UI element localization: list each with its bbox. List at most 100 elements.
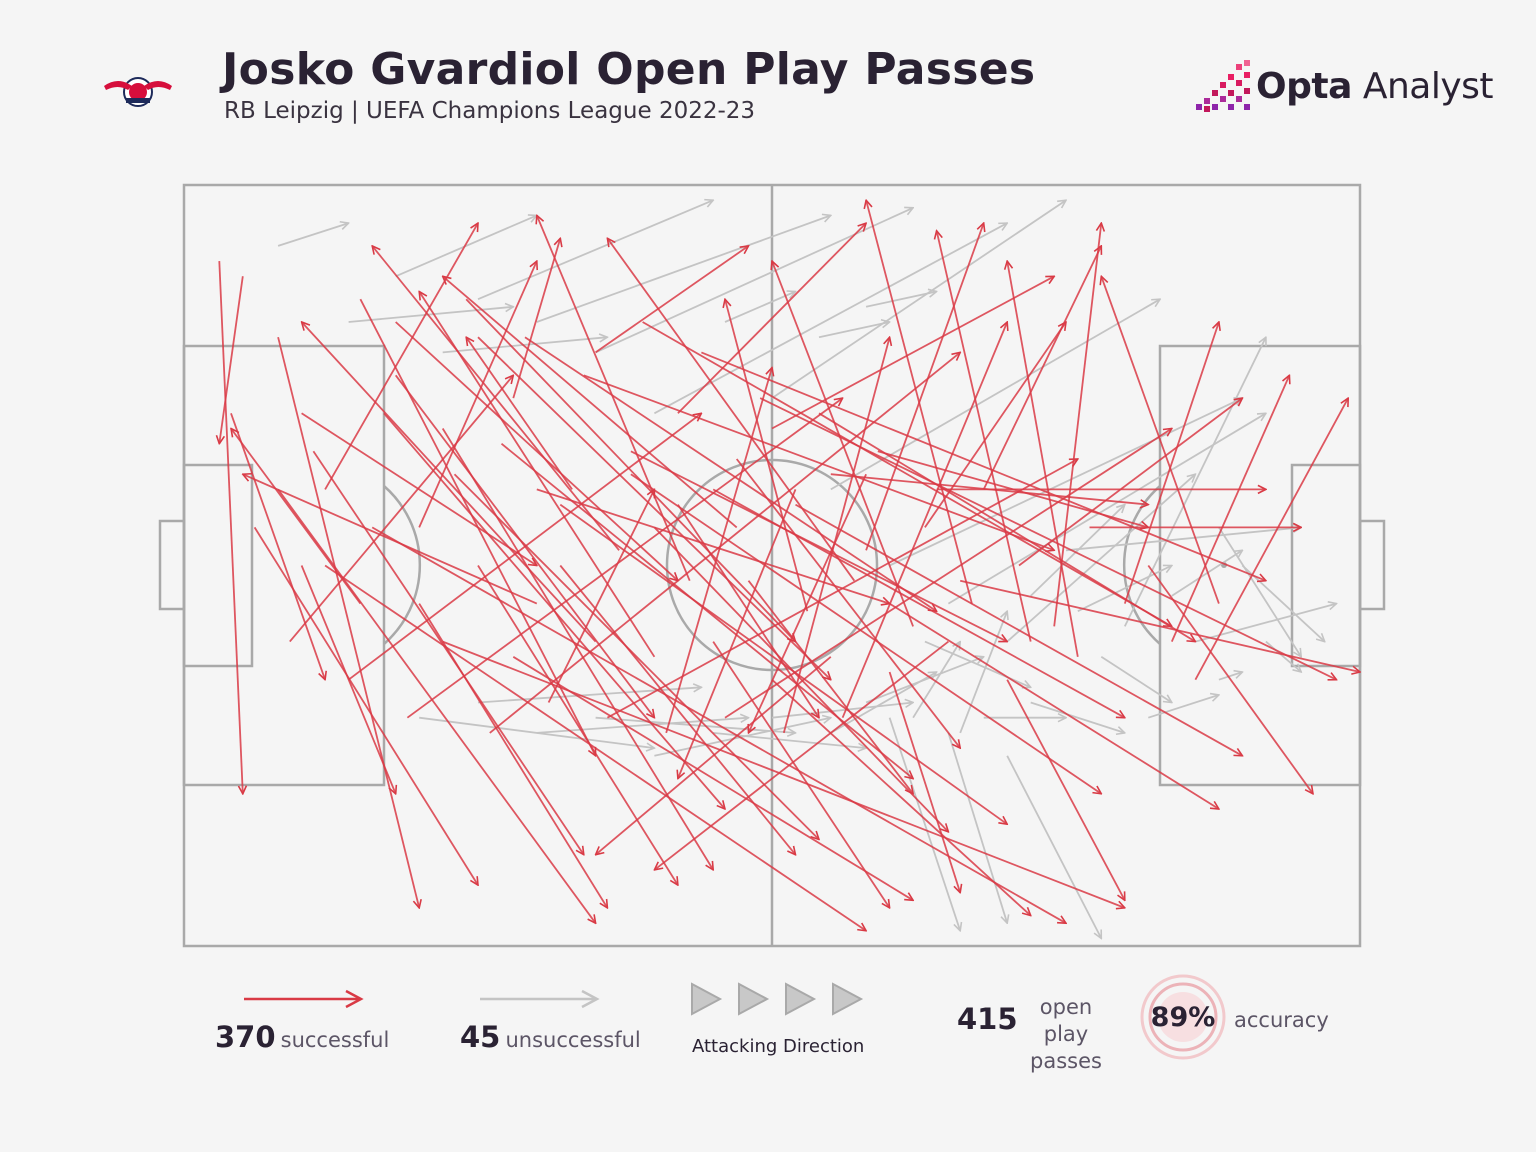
successful-passes	[219, 200, 1360, 931]
page-title: Josko Gvardiol Open Play Passes	[222, 44, 1036, 95]
unsuccessful-pass-arrow	[348, 307, 514, 323]
pitch-area	[0, 150, 1536, 970]
successful-pass-arrow	[1147, 564, 1313, 794]
accuracy-label: accuracy	[1234, 1008, 1329, 1032]
unsuccessful-pass-arrow	[830, 299, 1160, 491]
successful-count: 370	[215, 1020, 276, 1054]
successful-pass-arrow	[453, 473, 820, 839]
successful-pass-arrow	[324, 223, 478, 490]
unsuccessful-pass-arrow	[818, 322, 890, 339]
successful-pass-arrow	[1007, 261, 1079, 657]
successful-pass-arrow	[937, 231, 1032, 642]
successful-pass-arrow	[559, 564, 795, 855]
successful-pass-arrow	[782, 337, 890, 734]
successful-pass-arrow	[418, 261, 537, 528]
unsuccessful-pass-arrow	[536, 215, 831, 323]
successful-pass-arrow	[477, 336, 831, 680]
successful-pass-arrow	[371, 526, 1066, 923]
successful-pass-arrow	[596, 656, 832, 855]
unsuccessful-legend: 45 unsuccessful	[460, 1020, 641, 1054]
unsuccessful-pass-arrow	[865, 292, 937, 308]
unsuccessful-pass-arrow	[724, 292, 796, 323]
page-subtitle: RB Leipzig | UEFA Champions League 2022-…	[224, 98, 756, 124]
left-six-yard-box	[182, 463, 254, 668]
unsuccessful-pass-arrow	[1241, 564, 1324, 642]
successful-pass-arrow	[1006, 679, 1125, 901]
successful-pass-arrow	[218, 261, 243, 794]
left-goal	[158, 519, 186, 611]
unsuccessful-pass-arrow	[654, 718, 830, 757]
successful-pass-arrow	[418, 603, 607, 908]
unsuccessful-pass-arrow	[1077, 566, 1172, 613]
unsuccessful-pass-arrow	[912, 642, 960, 719]
successful-pass-arrow	[277, 488, 595, 923]
successful-pass-arrow	[735, 458, 961, 748]
successful-pass-arrow	[441, 428, 714, 870]
successful-pass-arrow	[959, 579, 1360, 672]
unsuccessful-pass-arrow	[1006, 474, 1195, 643]
successful-label: successful	[280, 1028, 390, 1052]
opta-analyst-brand: Opta Analyst	[1196, 58, 1494, 114]
unsuccessful-pass-arrow	[1218, 526, 1301, 656]
successful-pass-arrow	[277, 336, 419, 908]
successful-pass-arrow	[243, 474, 538, 605]
successful-pass-arrow	[818, 412, 1195, 641]
right-six-yard-box	[1290, 463, 1362, 668]
successful-pass-arrow	[406, 398, 842, 719]
successful-pass-arrow	[607, 238, 856, 582]
successful-pass-arrow	[466, 337, 573, 490]
successful-pass-arrow	[231, 429, 362, 605]
successful-pass-arrow	[677, 504, 819, 718]
unsuccessful-pass-arrow	[771, 200, 1066, 399]
unsuccessful-pass-arrow	[595, 716, 796, 733]
unsuccessful-pass-arrow	[653, 223, 1007, 415]
unsuccessful-pass-arrow	[865, 657, 984, 704]
unsuccessful-arrow-key	[480, 989, 600, 1009]
successful-pass-arrow	[712, 641, 889, 908]
successful-pass-arrow	[795, 503, 1243, 756]
successful-pass-arrow	[372, 246, 620, 551]
legend: 370 successful 45 unsuccessful Attacking…	[0, 970, 1536, 1152]
successful-pass-arrow	[1194, 398, 1348, 681]
successful-pass-arrow	[1123, 322, 1219, 604]
successful-pass-arrow	[583, 374, 1054, 550]
successful-pass-arrow	[595, 246, 749, 354]
successful-pass-arrow	[537, 215, 691, 582]
successful-pass-arrow	[665, 368, 772, 734]
successful-pass-arrow	[302, 322, 597, 643]
successful-pass-arrow	[477, 565, 678, 886]
successful-pass-arrow	[442, 640, 1125, 908]
successful-pass-arrow	[1101, 276, 1220, 604]
brand-name: Opta Analyst	[1256, 66, 1494, 107]
successful-pass-arrow	[512, 656, 913, 901]
right-goal	[1358, 519, 1386, 611]
unsuccessful-pass-arrow	[1218, 672, 1243, 681]
unsuccessful-pass-arrow	[1006, 755, 1101, 939]
successful-pass-arrow	[653, 526, 948, 832]
successful-pass-arrow	[383, 412, 725, 809]
unsuccessful-pass-arrow	[536, 718, 749, 734]
header: Josko Gvardiol Open Play Passes RB Leipz…	[0, 0, 1536, 150]
successful-pass-arrow	[772, 261, 914, 627]
successful-pass-arrow	[841, 322, 1008, 719]
unsuccessful-pass-arrow	[947, 413, 1266, 605]
successful-pass-arrow	[771, 276, 1054, 430]
successful-pass-arrow	[712, 488, 1125, 717]
opta-pixel-icon	[1196, 60, 1250, 112]
successful-pass-arrow	[348, 413, 702, 681]
successful-pass-arrow	[724, 429, 1172, 719]
successful-pass-arrow	[312, 450, 583, 854]
successful-pass-arrow	[606, 459, 1077, 719]
unsuccessful-count: 45	[460, 1020, 501, 1054]
successful-pass-arrow	[630, 450, 1007, 641]
unsuccessful-pass-arrow	[477, 687, 701, 704]
unsuccessful-pass-arrow	[442, 337, 608, 354]
total-passes-label: open play passes	[1030, 995, 1102, 1073]
successful-pass-arrow	[865, 223, 984, 551]
successful-pass-arrow	[866, 200, 973, 604]
unsuccessful-pass-arrow	[395, 215, 537, 278]
attacking-direction-label: Attacking Direction	[692, 1036, 865, 1057]
total-passes-count: 415	[957, 1002, 1018, 1036]
successful-pass-arrow	[1170, 375, 1290, 642]
successful-pass-arrow	[982, 246, 1102, 490]
